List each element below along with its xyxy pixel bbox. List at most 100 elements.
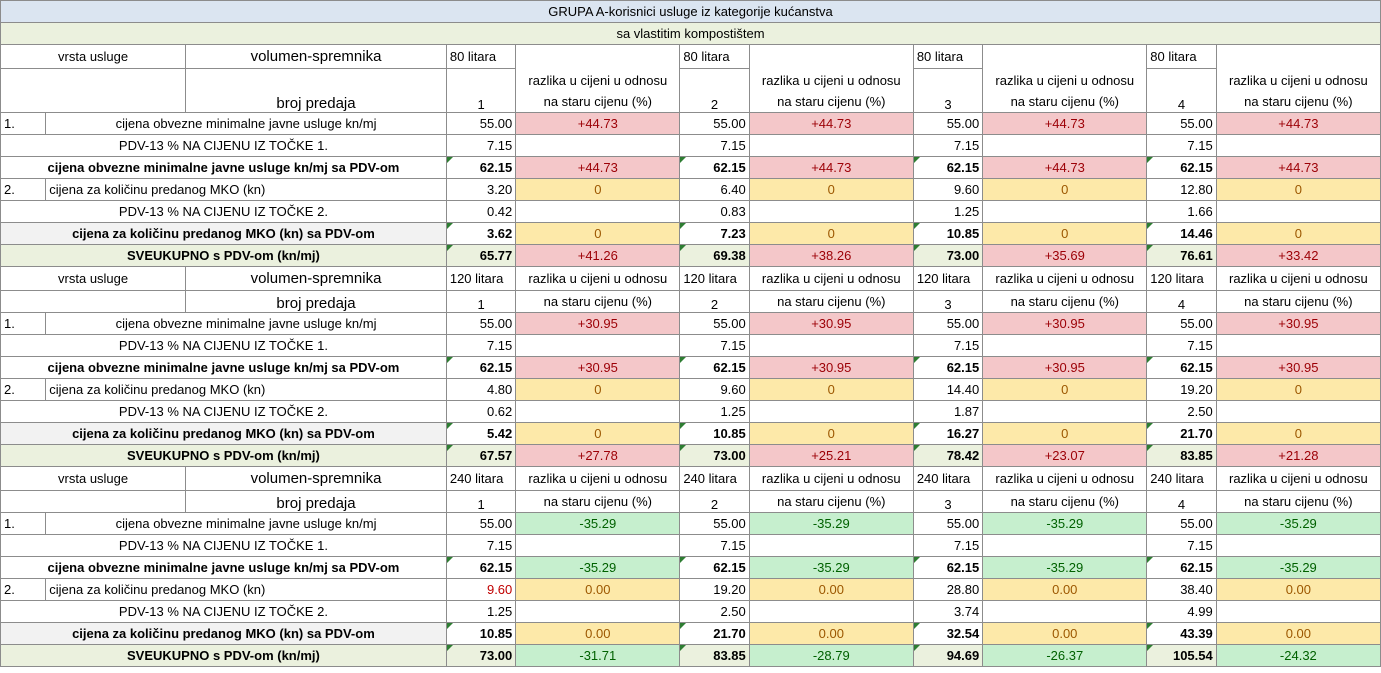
diff-cell: 0 xyxy=(982,422,1148,445)
value-cell: 2.50 xyxy=(679,600,750,623)
row-service-vat: PDV-13 % NA CIJENU IZ TOČKE 1. 7.15 7.15 7.… xyxy=(0,334,1381,357)
diff-header-line2: na staru cijenu (%) xyxy=(515,490,681,513)
diff-cell: -35.29 xyxy=(748,556,914,579)
row-mko-price: 2. cijena za količinu predanog MKO (kn) 3… xyxy=(0,178,1381,201)
value-cell: 9.60 xyxy=(679,378,750,401)
value-cell: 69.38 xyxy=(679,244,750,267)
value-cell: 0.62 xyxy=(445,400,517,423)
diff-cell: +44.73 xyxy=(748,112,914,135)
diff-cell: -24.32 xyxy=(1215,644,1381,667)
diff-cell: 0.00 xyxy=(1215,622,1381,645)
value-cell: 7.15 xyxy=(445,334,517,357)
diff-header-line2: na staru cijenu (%) xyxy=(748,290,914,313)
row-label: cijena za količinu predanog MKO (kn) xyxy=(45,578,447,601)
value-cell: 10.85 xyxy=(679,422,750,445)
value-cell: 16.27 xyxy=(912,422,984,445)
volume-cell: 120 litara xyxy=(912,266,984,291)
value-cell: 73.00 xyxy=(445,644,517,667)
diff-cell: +44.73 xyxy=(1215,156,1381,179)
row-mko-vat: PDV-13 % NA CIJENU IZ TOČKE 2. 1.25 2.50 3.… xyxy=(0,600,1381,623)
section-subheader-row: broj predaja 1 na staru cijenu (%) 2 na star… xyxy=(0,490,1381,513)
vrsta-usluge-label: vrsta usluge xyxy=(0,466,187,491)
diff-cell: 0 xyxy=(982,222,1148,245)
row-label: SVEUKUPNO s PDV-om (kn/mj) xyxy=(0,644,447,667)
diff-cell: 0.00 xyxy=(1215,578,1381,601)
row-label: cijena za količinu predanog MKO (kn) sa … xyxy=(0,622,447,645)
value-cell: 0.42 xyxy=(445,200,517,223)
empty-diff-cell xyxy=(982,400,1148,423)
row-label: cijena za količinu predanog MKO (kn) xyxy=(45,178,447,201)
row-label: PDV-13 % NA CIJENU IZ TOČKE 1. xyxy=(0,134,447,157)
row-label: PDV-13 % NA CIJENU IZ TOČKE 1. xyxy=(0,334,447,357)
value-cell: 7.15 xyxy=(679,534,750,557)
row-label: cijena za količinu predanog MKO (kn) sa … xyxy=(0,422,447,445)
row-grand-total: SVEUKUPNO s PDV-om (kn/mj) 65.77 +41.26 69.… xyxy=(0,244,1381,267)
value-cell: 6.40 xyxy=(679,178,750,201)
value-cell: 5.42 xyxy=(445,422,517,445)
row-grand-total: SVEUKUPNO s PDV-om (kn/mj) 67.57 +27.78 73.… xyxy=(0,444,1381,467)
diff-cell: +30.95 xyxy=(982,356,1148,379)
diff-header-line1: razlika u cijeni u odnosu xyxy=(1215,266,1381,291)
diff-cell: +44.73 xyxy=(515,156,681,179)
empty-diff-cell xyxy=(748,334,914,357)
diff-cell: 0 xyxy=(515,422,681,445)
vrsta-usluge-label: vrsta usluge xyxy=(0,44,187,69)
diff-header-line2: na staru cijenu (%) xyxy=(1215,490,1381,513)
empty-diff-cell xyxy=(982,200,1148,223)
value-cell: 9.60 xyxy=(445,578,517,601)
value-cell: 55.00 xyxy=(912,512,984,535)
empty-diff-cell xyxy=(1215,134,1381,157)
value-cell: 7.15 xyxy=(1146,534,1217,557)
empty-diff-cell xyxy=(748,534,914,557)
count-cell: 4 xyxy=(1146,490,1217,513)
row-label: cijena obvezne minimalne javne usluge kn… xyxy=(0,156,447,179)
volume-cell: 120 litara xyxy=(679,266,750,291)
value-cell: 76.61 xyxy=(1146,244,1217,267)
row-service-price: 1. cijena obvezne minimalne javne usluge… xyxy=(0,312,1381,335)
value-cell: 38.40 xyxy=(1146,578,1217,601)
row-service-vat: PDV-13 % NA CIJENU IZ TOČKE 1. 7.15 7.15 7.… xyxy=(0,134,1381,157)
diff-header-line2: na staru cijenu (%) xyxy=(1010,94,1119,109)
value-cell: 7.15 xyxy=(1146,334,1217,357)
diff-cell: 0.00 xyxy=(748,578,914,601)
value-cell: 1.87 xyxy=(912,400,984,423)
diff-cell: 0 xyxy=(748,422,914,445)
count-cell: 1 xyxy=(445,68,517,113)
broj-predaja-label: broj predaja xyxy=(185,68,447,113)
diff-header-line1: razlika u cijeni u odnosu xyxy=(995,73,1135,88)
row-label: cijena obvezne minimalne javne usluge kn… xyxy=(45,312,447,335)
value-cell: 62.15 xyxy=(1146,356,1217,379)
value-cell: 28.80 xyxy=(912,578,984,601)
empty-diff-cell xyxy=(1215,200,1381,223)
diff-header-line1: razlika u cijeni u odnosu xyxy=(748,466,914,491)
row-label: PDV-13 % NA CIJENU IZ TOČKE 2. xyxy=(0,200,447,223)
diff-header-line2: na staru cijenu (%) xyxy=(777,94,886,109)
value-cell: 105.54 xyxy=(1146,644,1217,667)
diff-cell: +30.95 xyxy=(515,312,681,335)
value-cell: 0.83 xyxy=(679,200,750,223)
value-cell: 14.46 xyxy=(1146,222,1217,245)
diff-header: razlika u cijeni u odnosu na staru cijen… xyxy=(748,44,914,113)
diff-cell: 0.00 xyxy=(515,622,681,645)
diff-header-line2: na staru cijenu (%) xyxy=(748,490,914,513)
value-cell: 21.70 xyxy=(1146,422,1217,445)
value-cell: 7.15 xyxy=(1146,134,1217,157)
value-cell: 55.00 xyxy=(445,512,517,535)
diff-cell: +38.26 xyxy=(748,244,914,267)
volume-cell: 240 litara xyxy=(445,466,517,491)
diff-header-line1: razlika u cijeni u odnosu xyxy=(515,466,681,491)
volume-cell: 240 litara xyxy=(912,466,984,491)
volumen-label: volumen-spremnika xyxy=(185,466,447,491)
value-cell: 55.00 xyxy=(912,312,984,335)
diff-header-line2: na staru cijenu (%) xyxy=(1244,94,1353,109)
value-cell: 7.15 xyxy=(912,334,984,357)
value-cell: 78.42 xyxy=(912,444,984,467)
table-subtitle: sa vlastitim kompostištem xyxy=(0,22,1381,45)
diff-cell: 0 xyxy=(515,222,681,245)
count-cell: 4 xyxy=(1146,290,1217,313)
diff-cell: -35.29 xyxy=(1215,556,1381,579)
value-cell: 62.15 xyxy=(679,556,750,579)
value-cell: 62.15 xyxy=(445,556,517,579)
diff-cell: 0 xyxy=(748,178,914,201)
value-cell: 55.00 xyxy=(679,112,750,135)
